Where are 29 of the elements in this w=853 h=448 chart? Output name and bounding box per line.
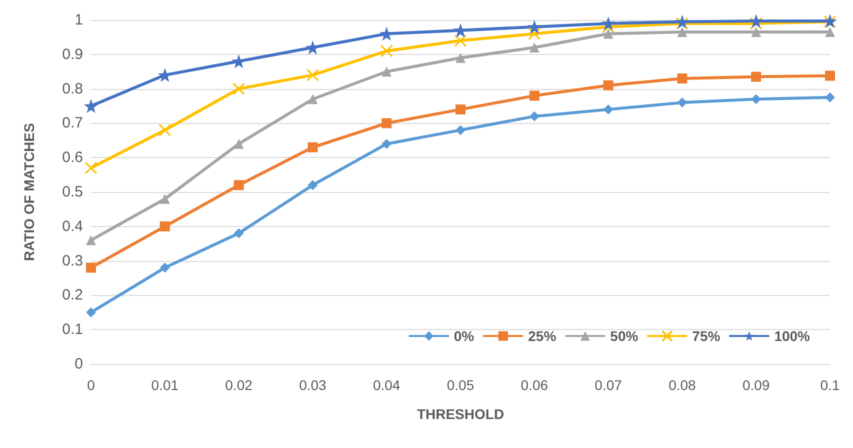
x-tick-label: 0 [87, 377, 96, 393]
y-tick-label: 0.7 [62, 114, 83, 132]
y-tick-label: 0.8 [62, 80, 83, 98]
legend-label: 100% [774, 328, 811, 344]
y-tick-label: 0.9 [62, 46, 83, 63]
x-tick-label: 0.07 [594, 377, 622, 393]
y-tick-label: 0 [74, 356, 83, 372]
x-tick-label: 0.01 [151, 377, 179, 393]
x-tick-label: 0.02 [225, 377, 253, 393]
x-axis-title: THRESHOLD [416, 406, 504, 422]
y-tick-label: 1 [74, 12, 83, 28]
x-tick-label: 0.06 [520, 377, 548, 393]
y-tick-label: 0.2 [62, 286, 83, 304]
x-tick-label: 0.03 [299, 377, 327, 393]
y-tick-label: 0.5 [62, 184, 83, 200]
y-tick-label: 0.4 [62, 218, 83, 235]
y-axis-title: RATIO OF MATCHES [21, 123, 37, 261]
legend-label: 50% [610, 328, 639, 344]
x-tick-label: 0.08 [668, 377, 696, 393]
y-tick-label: 0.1 [62, 321, 83, 338]
x-tick-label: 0.1 [820, 377, 840, 393]
y-tick-label: 0.3 [62, 252, 83, 270]
x-tick-label: 0.04 [372, 377, 400, 393]
x-tick-label: 0.09 [742, 377, 770, 393]
y-tick-label: 0.6 [62, 149, 83, 166]
legend-label: 25% [528, 328, 557, 344]
legend-label: 0% [454, 328, 475, 344]
x-tick-label: 0.05 [446, 377, 474, 393]
legend-label: 75% [692, 328, 721, 344]
